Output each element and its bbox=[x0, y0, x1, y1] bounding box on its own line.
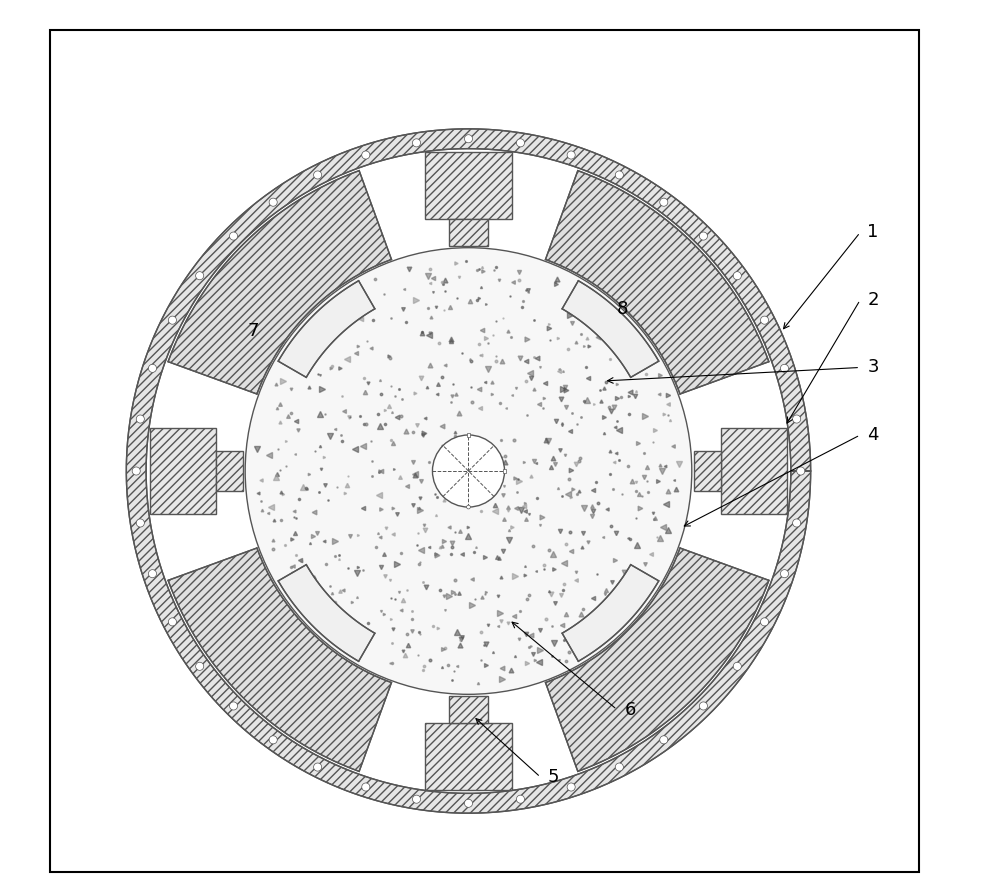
Circle shape bbox=[797, 467, 805, 475]
Polygon shape bbox=[168, 548, 391, 772]
Circle shape bbox=[432, 435, 505, 507]
Circle shape bbox=[793, 415, 801, 423]
Circle shape bbox=[464, 135, 473, 143]
Bar bbox=[503, 469, 506, 473]
Text: 5: 5 bbox=[548, 768, 559, 786]
Circle shape bbox=[148, 364, 157, 372]
Text: 1: 1 bbox=[867, 224, 879, 242]
Polygon shape bbox=[721, 428, 787, 514]
Circle shape bbox=[615, 170, 623, 179]
Polygon shape bbox=[562, 281, 659, 377]
Circle shape bbox=[467, 505, 470, 509]
Polygon shape bbox=[449, 696, 488, 723]
Circle shape bbox=[196, 662, 204, 670]
Polygon shape bbox=[694, 451, 721, 491]
Circle shape bbox=[269, 198, 277, 206]
Circle shape bbox=[699, 232, 707, 240]
Circle shape bbox=[362, 151, 370, 159]
Circle shape bbox=[793, 519, 801, 527]
Circle shape bbox=[136, 415, 144, 423]
Circle shape bbox=[733, 272, 741, 280]
Circle shape bbox=[780, 364, 789, 372]
Bar bbox=[467, 433, 470, 437]
Text: 7: 7 bbox=[248, 322, 259, 340]
Polygon shape bbox=[278, 281, 375, 377]
Polygon shape bbox=[126, 129, 811, 813]
Circle shape bbox=[760, 618, 769, 626]
Polygon shape bbox=[425, 152, 512, 218]
Circle shape bbox=[733, 662, 741, 670]
Polygon shape bbox=[545, 548, 769, 772]
Circle shape bbox=[567, 783, 575, 791]
Circle shape bbox=[136, 519, 144, 527]
Circle shape bbox=[314, 763, 322, 771]
Polygon shape bbox=[278, 565, 375, 662]
Circle shape bbox=[168, 316, 176, 324]
Circle shape bbox=[196, 272, 204, 280]
Circle shape bbox=[780, 569, 789, 578]
Circle shape bbox=[269, 736, 277, 744]
Circle shape bbox=[168, 618, 176, 626]
Circle shape bbox=[412, 139, 421, 147]
Polygon shape bbox=[150, 428, 216, 514]
Circle shape bbox=[229, 232, 238, 240]
Circle shape bbox=[567, 151, 575, 159]
Circle shape bbox=[412, 795, 421, 804]
Circle shape bbox=[660, 736, 668, 744]
Circle shape bbox=[516, 139, 525, 147]
Polygon shape bbox=[216, 451, 243, 491]
Text: 4: 4 bbox=[867, 426, 879, 444]
Polygon shape bbox=[545, 170, 769, 394]
Text: 3: 3 bbox=[867, 359, 879, 377]
Polygon shape bbox=[449, 218, 488, 246]
Polygon shape bbox=[168, 170, 391, 394]
Circle shape bbox=[660, 198, 668, 206]
Circle shape bbox=[615, 763, 623, 771]
Circle shape bbox=[245, 248, 692, 694]
Text: 2: 2 bbox=[867, 291, 879, 309]
Circle shape bbox=[229, 702, 238, 710]
Polygon shape bbox=[562, 565, 659, 662]
Circle shape bbox=[148, 569, 157, 578]
Text: 8: 8 bbox=[617, 300, 628, 318]
Circle shape bbox=[362, 783, 370, 791]
Circle shape bbox=[516, 795, 525, 804]
Circle shape bbox=[132, 467, 140, 475]
Polygon shape bbox=[425, 723, 512, 789]
Circle shape bbox=[760, 316, 769, 324]
Text: 6: 6 bbox=[624, 701, 636, 718]
Circle shape bbox=[314, 170, 322, 179]
Circle shape bbox=[699, 702, 707, 710]
Circle shape bbox=[464, 799, 473, 807]
